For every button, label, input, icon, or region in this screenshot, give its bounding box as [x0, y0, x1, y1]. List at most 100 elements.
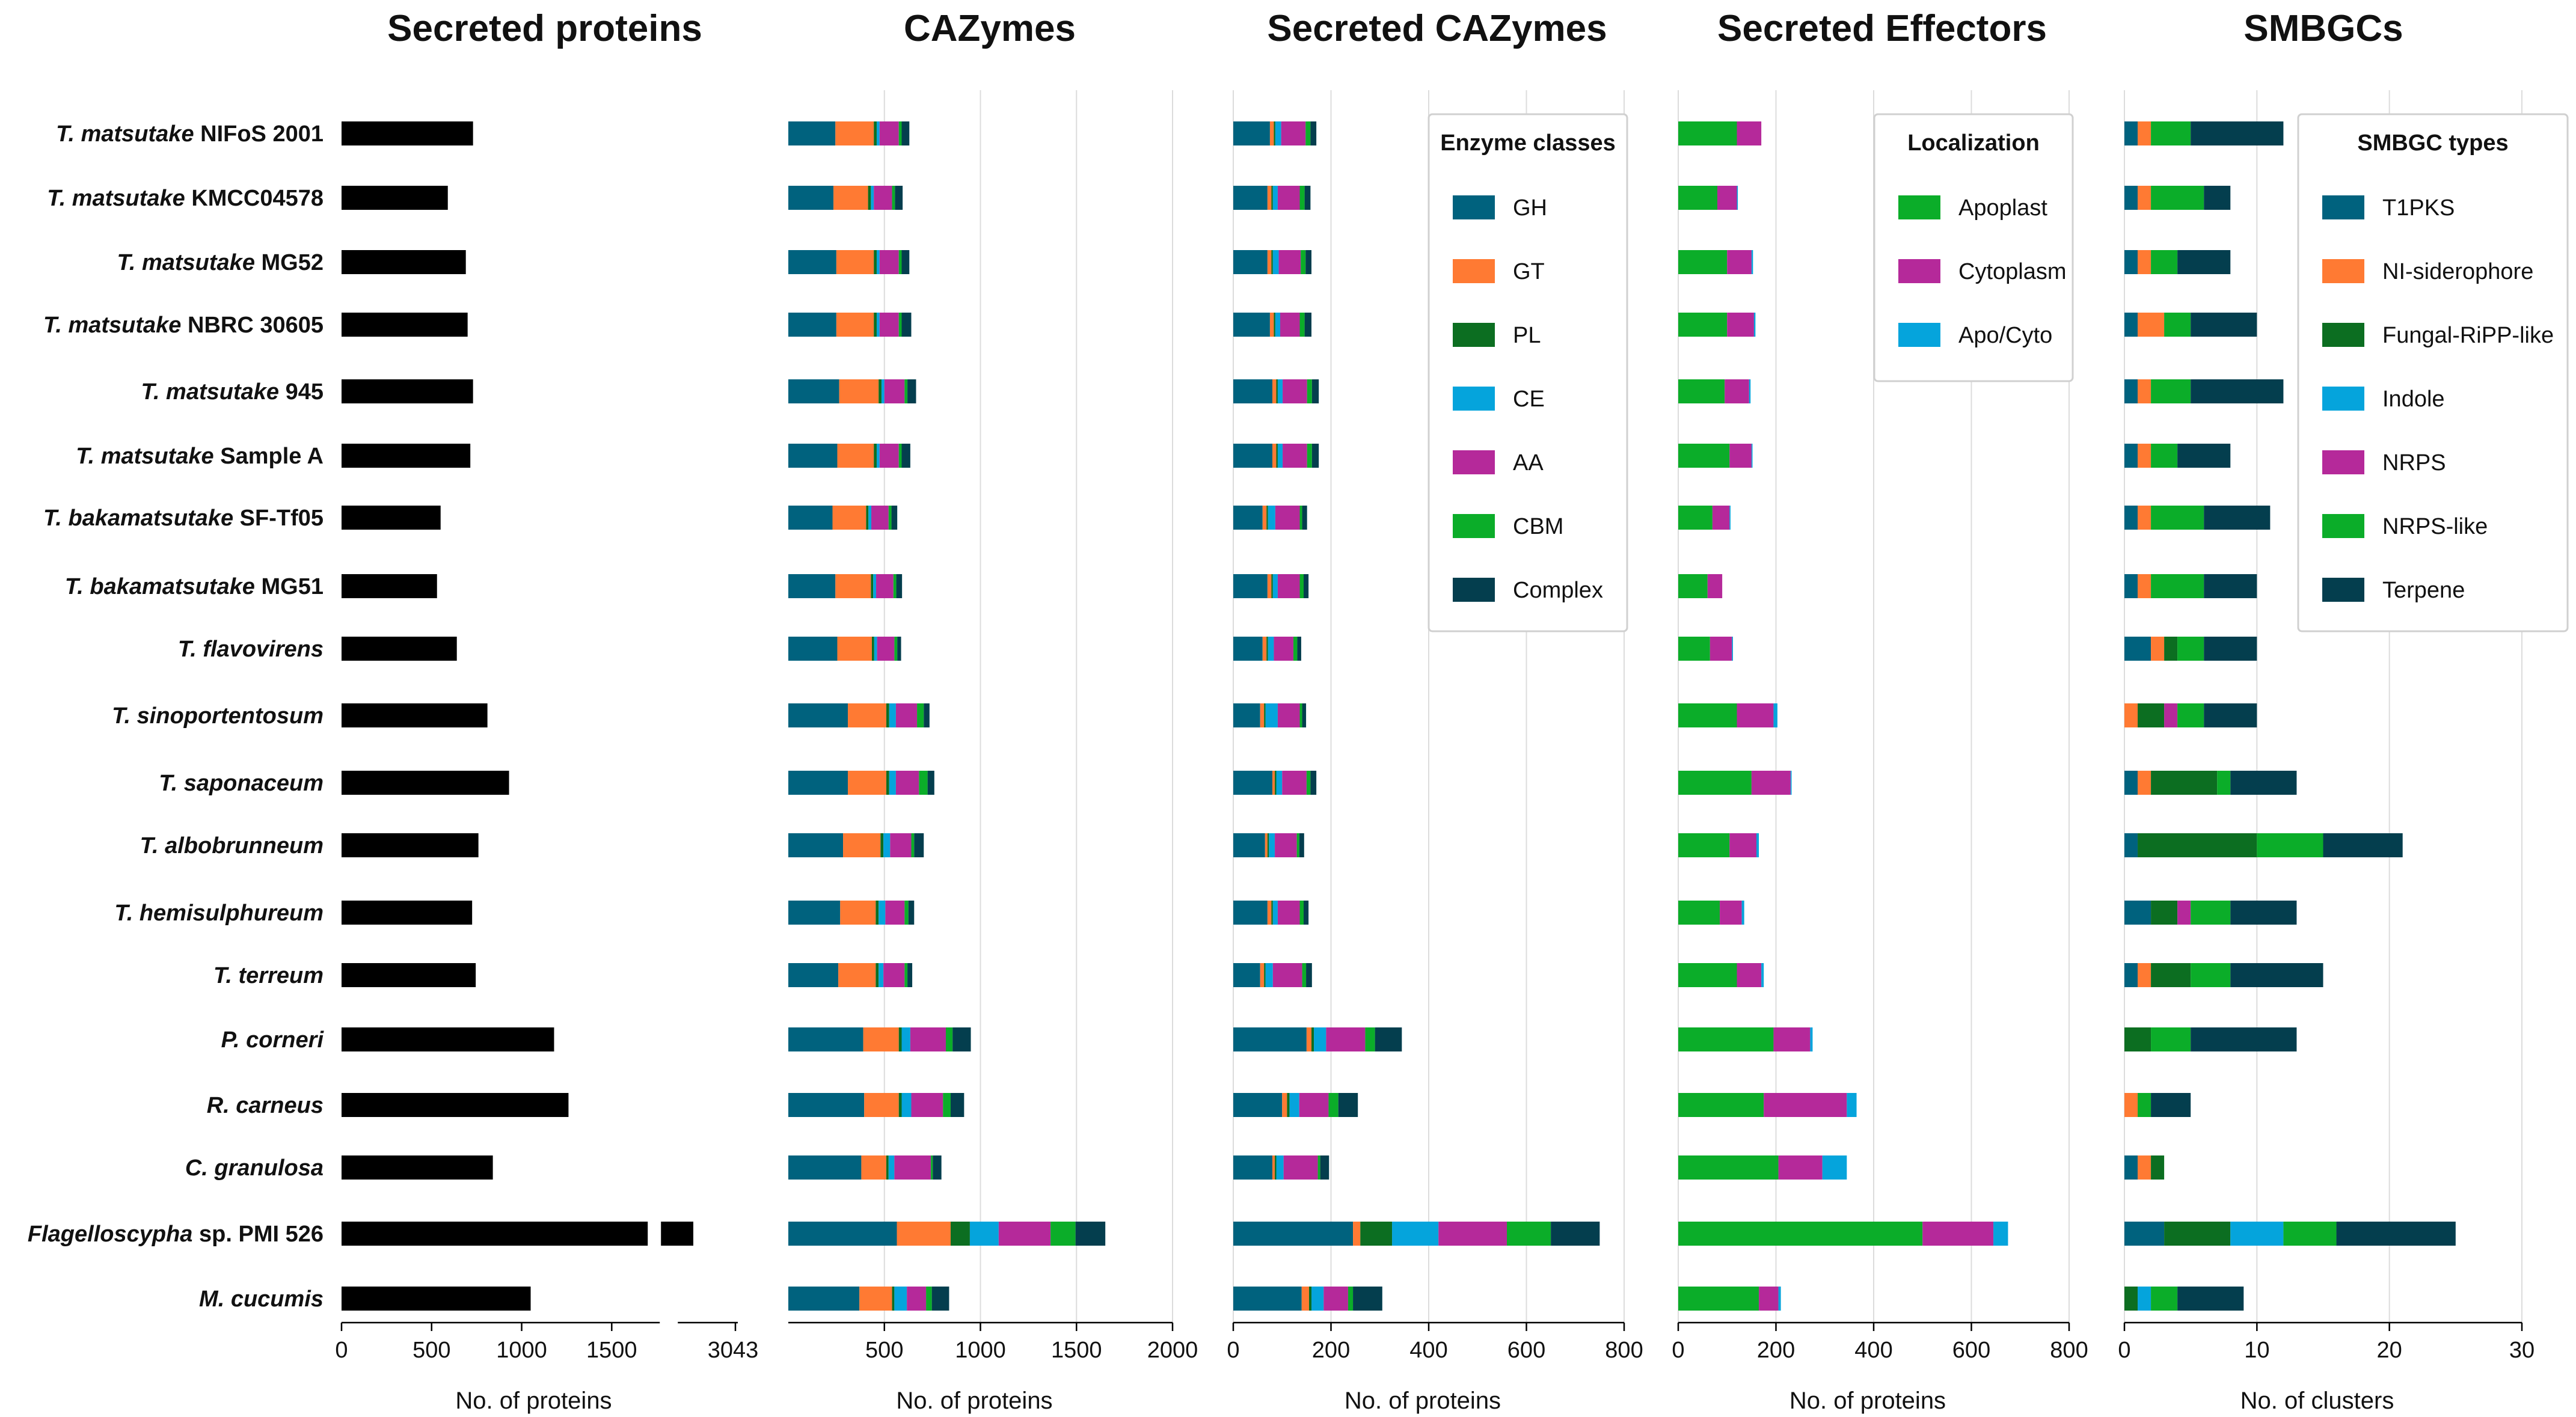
species-label-italic: T. hemisulphureum — [114, 901, 324, 926]
bar-segment — [894, 637, 898, 661]
bar-segment — [1678, 637, 1710, 661]
legend-2: SMBGC types T1PKS NI-siderophore Fungal-RiP… — [2297, 113, 2569, 632]
bar-segment — [894, 1155, 931, 1180]
species-label: Flagelloscypha sp. PMI 526 — [28, 1222, 324, 1247]
bar-segment — [1759, 1287, 1779, 1311]
bar-segment — [839, 379, 879, 403]
species-label-rest: NIFoS 2001 — [194, 121, 324, 147]
x-tick-label: 0 — [1672, 1338, 1684, 1363]
species-label-italic: T. matsutake — [117, 250, 254, 275]
bar-segment — [1272, 250, 1279, 274]
bar-segment — [788, 506, 833, 530]
species-label-italic: Flagelloscypha — [28, 1222, 193, 1247]
species-label-rest: 945 — [279, 379, 324, 405]
bar-segment — [1281, 121, 1306, 145]
bar-segment — [1317, 1155, 1320, 1180]
bar-segment — [1729, 444, 1752, 468]
species-label: T. albobrunneum — [140, 833, 324, 858]
bar-segment — [788, 703, 848, 727]
bar-segment — [2177, 637, 2204, 661]
bar-segment — [788, 313, 836, 337]
bar-segment — [898, 313, 902, 337]
bar-segment — [2164, 313, 2191, 337]
bar-segment — [1299, 506, 1302, 530]
species-label: M. cucumis — [199, 1287, 324, 1312]
bar-segment — [901, 1027, 910, 1051]
x-tick-label: 500 — [865, 1338, 903, 1363]
bar-segment — [1922, 1222, 1994, 1246]
bar-segment — [1233, 963, 1260, 987]
bar-segment — [1353, 1222, 1361, 1246]
bar-segment — [1277, 901, 1300, 925]
bar-segment — [2230, 771, 2297, 795]
x-tick-label: 800 — [1605, 1338, 1643, 1363]
bar-segment — [788, 1027, 863, 1051]
bar-segment — [2151, 250, 2178, 274]
species-label-italic: T. saponaceum — [159, 771, 324, 796]
bar-segment — [1301, 250, 1306, 274]
bar-segment — [901, 313, 912, 337]
bar-segment — [2191, 121, 2284, 145]
x-axis-label: No. of proteins — [896, 1388, 1052, 1414]
bar-segment — [843, 833, 881, 857]
bar-segment — [2204, 506, 2271, 530]
legend-swatch — [2322, 450, 2364, 474]
bar-segment — [1233, 506, 1263, 530]
bar-segment — [1348, 1287, 1354, 1311]
bar-segment — [879, 963, 884, 987]
bar-segment — [1277, 574, 1300, 598]
x-axis-label: No. of clusters — [2240, 1388, 2394, 1414]
bar-segment — [998, 1222, 1051, 1246]
bar-segment — [1282, 771, 1307, 795]
bar-segment — [1308, 1287, 1311, 1311]
bar-segment — [342, 771, 509, 795]
bar-segment — [2257, 833, 2323, 857]
species-label: T. bakamatsutake MG51 — [65, 574, 324, 599]
bar-segment — [1272, 771, 1275, 795]
bar-segment — [1678, 121, 1737, 145]
bar-segment — [2124, 444, 2138, 468]
bar-segment — [2217, 771, 2231, 795]
bar-segment — [898, 1027, 902, 1051]
bar-segment — [1233, 1027, 1307, 1051]
bar-segment — [342, 506, 441, 530]
bar-segment — [1678, 703, 1737, 727]
bar-segment — [2164, 637, 2178, 661]
x-tick-label: 30 — [2509, 1338, 2535, 1363]
legend-0: Enzyme classes GH GT PL CE AA CBM Complex — [1428, 113, 1628, 632]
bar-segment — [2124, 574, 2138, 598]
species-label-rest: MG51 — [255, 574, 324, 599]
bar-segment — [1305, 250, 1311, 274]
species-label: T. matsutake NIFoS 2001 — [56, 121, 324, 147]
bar-segment — [886, 703, 889, 727]
legend-box — [1428, 113, 1628, 632]
bar-segment — [876, 444, 880, 468]
bar-segment — [1720, 901, 1742, 925]
species-label-italic: T. terreum — [213, 963, 324, 988]
bar-segment — [2191, 901, 2231, 925]
bar-segment — [1353, 1287, 1382, 1311]
bar-segment — [342, 379, 473, 403]
bar-segment — [1274, 121, 1275, 145]
bar-segment — [1302, 506, 1307, 530]
bar-segment — [1678, 1155, 1779, 1180]
species-label: T. matsutake 945 — [141, 379, 324, 405]
species-label-italic: T. matsutake — [76, 444, 213, 469]
legend-swatch — [1453, 259, 1495, 283]
bar-segment — [1233, 1155, 1272, 1180]
bar-segment — [904, 379, 908, 403]
legend-swatch — [2322, 578, 2364, 602]
species-label-italic: T. sinoportentosum — [112, 703, 324, 729]
bar-segment — [876, 250, 880, 274]
bar-segment — [898, 444, 902, 468]
bar-segment — [1272, 963, 1302, 987]
legend-entry-label: T1PKS — [2382, 195, 2455, 221]
bar-segment — [898, 121, 902, 145]
bar-segment — [874, 313, 877, 337]
bar-segment — [2124, 1155, 2138, 1180]
bar-segment — [788, 574, 836, 598]
bar-segment — [1267, 901, 1272, 925]
bar-segment — [1678, 506, 1713, 530]
bar-segment — [2151, 121, 2191, 145]
